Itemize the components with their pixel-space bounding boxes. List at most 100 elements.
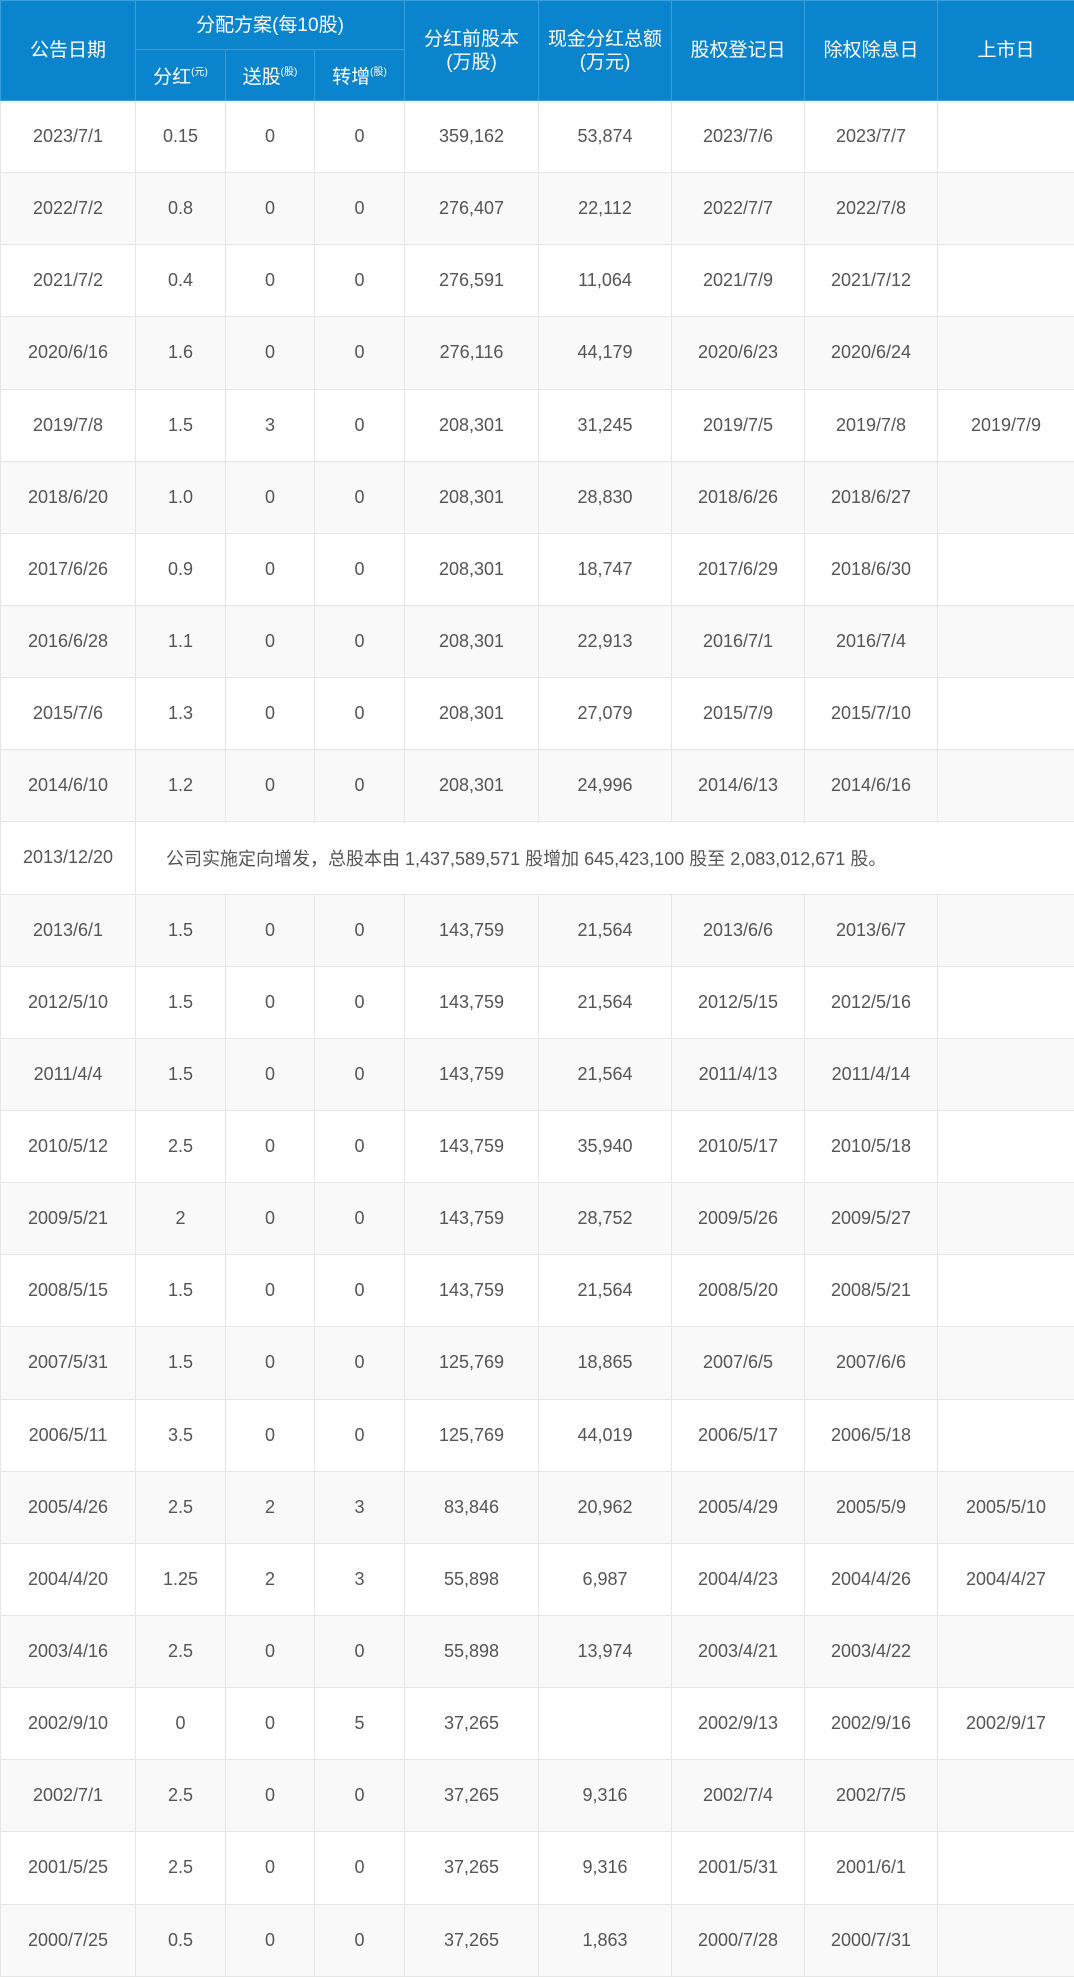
table-cell: 2021/7/2 — [1, 245, 136, 317]
table-cell: 21,564 — [539, 894, 672, 966]
table-cell: 2000/7/31 — [805, 1904, 938, 1976]
table-cell: 2017/6/26 — [1, 533, 136, 605]
table-cell: 2019/7/5 — [672, 389, 805, 461]
table-cell: 2001/5/31 — [672, 1832, 805, 1904]
table-cell — [938, 966, 1074, 1038]
table-cell: 359,162 — [405, 101, 539, 173]
table-cell: 2018/6/20 — [1, 461, 136, 533]
table-cell: 0 — [315, 1399, 405, 1471]
table-cell: 2018/6/30 — [805, 533, 938, 605]
table-cell: 0 — [136, 1688, 226, 1760]
table-cell: 0 — [226, 1832, 315, 1904]
table-cell: 0 — [315, 1904, 405, 1976]
header-plan: 分配方案(每10股) — [136, 1, 405, 50]
table-cell — [539, 1688, 672, 1760]
table-cell: 0 — [226, 966, 315, 1038]
table-cell — [938, 1615, 1074, 1687]
table-cell: 0 — [226, 1399, 315, 1471]
table-cell: 9,316 — [539, 1760, 672, 1832]
table-cell: 2013/6/6 — [672, 894, 805, 966]
table-cell: 2004/4/27 — [938, 1543, 1074, 1615]
table-cell: 2008/5/21 — [805, 1255, 938, 1327]
table-cell: 2002/9/16 — [805, 1688, 938, 1760]
header-dividend: 分红(元) — [136, 50, 226, 101]
table-cell: 208,301 — [405, 678, 539, 750]
table-cell: 0 — [226, 750, 315, 822]
table-cell: 143,759 — [405, 966, 539, 1038]
table-cell: 37,265 — [405, 1688, 539, 1760]
table-cell: 1.5 — [136, 1038, 226, 1110]
table-cell: 83,846 — [405, 1471, 539, 1543]
table-cell: 0 — [315, 461, 405, 533]
table-cell: 37,265 — [405, 1904, 539, 1976]
table-cell: 9,316 — [539, 1832, 672, 1904]
table-cell: 2012/5/15 — [672, 966, 805, 1038]
table-cell: 0.4 — [136, 245, 226, 317]
table-cell: 143,759 — [405, 1183, 539, 1255]
header-shares: 分红前股本(万股) — [405, 1, 539, 101]
table-cell: 1.0 — [136, 461, 226, 533]
table-cell: 208,301 — [405, 750, 539, 822]
table-cell: 0 — [226, 1688, 315, 1760]
table-cell: 0 — [226, 1904, 315, 1976]
table-cell: 55,898 — [405, 1615, 539, 1687]
table-cell: 0 — [226, 894, 315, 966]
table-cell: 1.5 — [136, 966, 226, 1038]
table-cell: 0 — [315, 894, 405, 966]
table-cell: 1.5 — [136, 1255, 226, 1327]
table-cell: 2007/5/31 — [1, 1327, 136, 1399]
table-cell: 2001/6/1 — [805, 1832, 938, 1904]
table-cell: 0 — [315, 101, 405, 173]
table-cell: 0 — [226, 1255, 315, 1327]
table-cell: 0 — [226, 173, 315, 245]
table-cell — [938, 1399, 1074, 1471]
table-cell — [938, 1038, 1074, 1110]
table-cell: 2002/7/4 — [672, 1760, 805, 1832]
table-cell: 2011/4/13 — [672, 1038, 805, 1110]
table-cell: 0 — [226, 1760, 315, 1832]
table-cell: 1.1 — [136, 605, 226, 677]
header-date: 公告日期 — [1, 1, 136, 101]
table-cell: 2011/4/4 — [1, 1038, 136, 1110]
table-cell: 0.8 — [136, 173, 226, 245]
table-cell: 2015/7/6 — [1, 678, 136, 750]
table-cell: 20,962 — [539, 1471, 672, 1543]
table-cell — [938, 173, 1074, 245]
table-cell: 0 — [315, 317, 405, 389]
table-cell: 0 — [226, 678, 315, 750]
table-cell: 0 — [315, 389, 405, 461]
header-transfer: 转增(股) — [315, 50, 405, 101]
table-cell: 2006/5/18 — [805, 1399, 938, 1471]
table-cell: 125,769 — [405, 1327, 539, 1399]
table-cell: 2 — [226, 1471, 315, 1543]
table-cell: 2.5 — [136, 1832, 226, 1904]
table-cell: 2002/9/13 — [672, 1688, 805, 1760]
table-cell: 1.25 — [136, 1543, 226, 1615]
table-cell: 2006/5/11 — [1, 1399, 136, 1471]
table-cell: 2007/6/5 — [672, 1327, 805, 1399]
table-cell: 0 — [226, 1038, 315, 1110]
table-cell: 3 — [226, 389, 315, 461]
table-cell: 276,591 — [405, 245, 539, 317]
table-cell: 13,974 — [539, 1615, 672, 1687]
table-cell: 1.5 — [136, 389, 226, 461]
table-cell: 0 — [226, 533, 315, 605]
table-cell — [938, 1255, 1074, 1327]
table-cell: 2017/6/29 — [672, 533, 805, 605]
table-cell: 2.5 — [136, 1110, 226, 1182]
table-cell: 6,987 — [539, 1543, 672, 1615]
table-cell: 55,898 — [405, 1543, 539, 1615]
table-cell: 0 — [315, 1183, 405, 1255]
table-cell: 2009/5/26 — [672, 1183, 805, 1255]
table-cell: 2 — [136, 1183, 226, 1255]
